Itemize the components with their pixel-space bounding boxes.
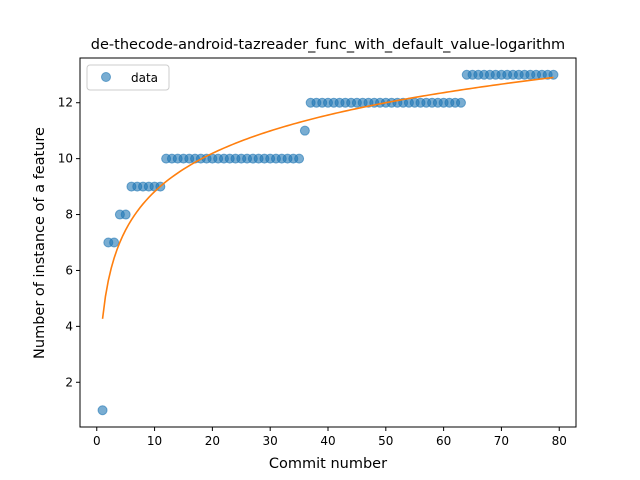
legend-marker-data: [101, 72, 111, 82]
x-tick-label: 0: [93, 434, 101, 448]
y-tick-label: 12: [58, 96, 73, 110]
data-point: [455, 97, 466, 108]
y-axis-ticks: 2 4 6 8 10 12: [58, 96, 80, 389]
x-tick-label: 60: [436, 434, 451, 448]
x-tick-label: 20: [205, 434, 220, 448]
plot-area: [97, 69, 559, 416]
y-tick-label: 10: [58, 152, 73, 166]
data-point: [294, 153, 305, 164]
legend-label-data: data: [131, 71, 158, 85]
data-point: [120, 209, 131, 220]
x-axis-label: Commit number: [269, 456, 387, 472]
x-tick-label: 10: [147, 434, 162, 448]
y-tick-label: 2: [65, 375, 73, 389]
x-tick-label: 30: [263, 434, 278, 448]
plot-frame: [79, 57, 577, 428]
x-tick-label: 80: [552, 434, 567, 448]
y-tick-label: 6: [65, 263, 73, 277]
chart-title: de-thecode-android-tazreader_func_with_d…: [91, 37, 565, 53]
y-tick-label: 4: [65, 319, 73, 333]
x-tick-label: 40: [320, 434, 335, 448]
x-tick-label: 50: [378, 434, 393, 448]
data-point: [97, 405, 108, 416]
legend-box: [86, 64, 170, 91]
legend: data: [86, 64, 170, 91]
data-point: [109, 237, 120, 248]
x-tick-label: 70: [494, 434, 509, 448]
y-axis-label: Number of instance of a feature: [32, 127, 48, 359]
x-axis-ticks: 0 10 20 30 40 50 60 70 80: [93, 427, 567, 448]
fit-line: [101, 76, 554, 319]
data-point: [299, 125, 310, 136]
y-tick-label: 8: [65, 208, 73, 222]
